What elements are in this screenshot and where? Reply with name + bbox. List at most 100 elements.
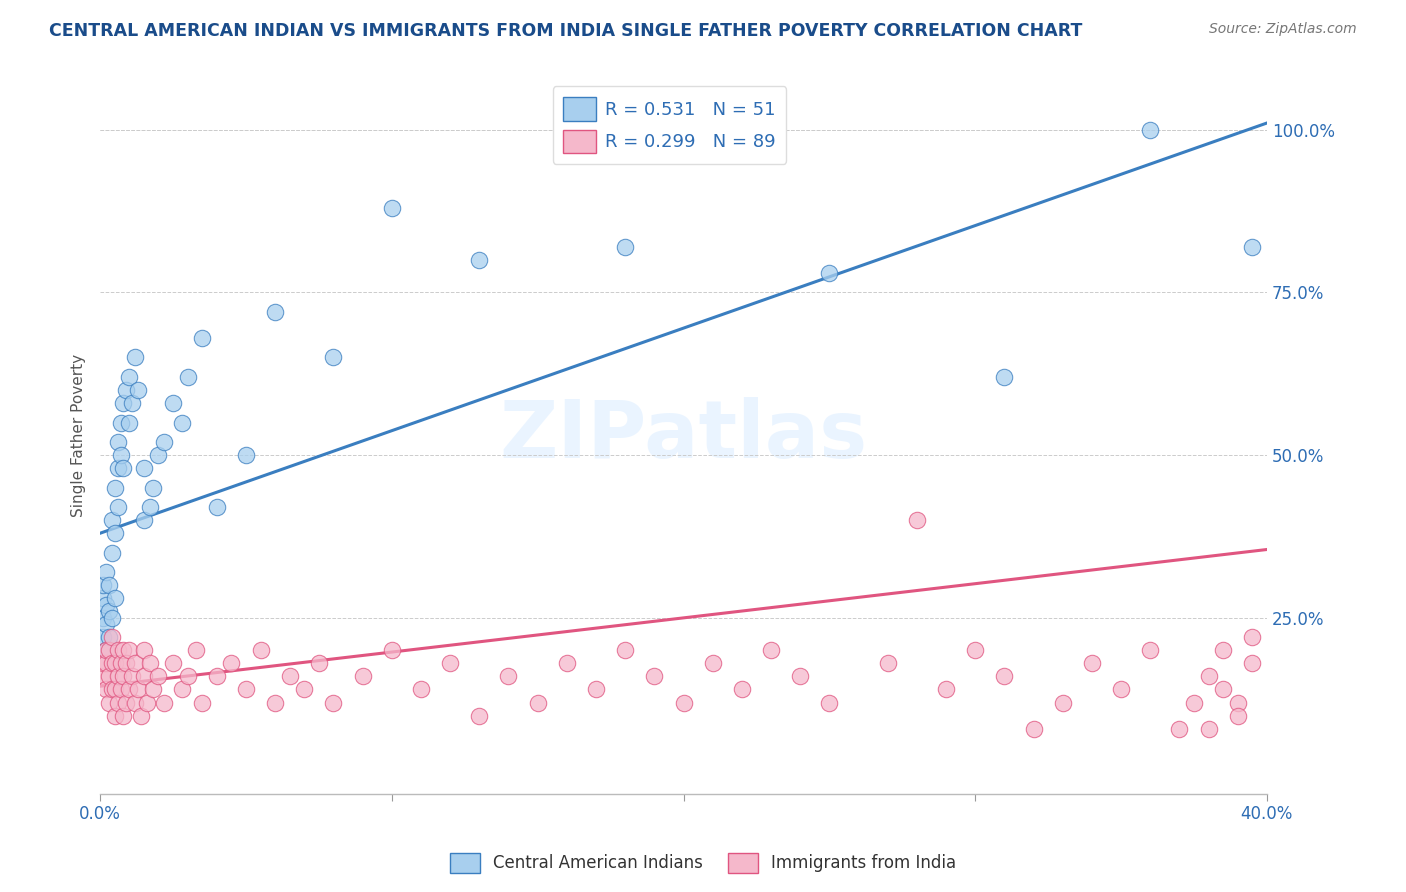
- Point: [110, 682, 132, 697]
- Point: [614, 643, 637, 657]
- Point: [585, 682, 607, 697]
- Point: [993, 370, 1015, 384]
- Point: [789, 669, 811, 683]
- Point: [1139, 643, 1161, 657]
- Point: [205, 500, 228, 515]
- Point: [91, 578, 114, 592]
- Point: [107, 500, 129, 515]
- Point: [132, 669, 155, 683]
- Point: [118, 682, 141, 697]
- Point: [264, 305, 287, 319]
- Point: [118, 370, 141, 384]
- Point: [205, 669, 228, 683]
- Point: [176, 669, 198, 683]
- Point: [104, 591, 127, 606]
- Point: [115, 383, 138, 397]
- Legend: Central American Indians, Immigrants from India: Central American Indians, Immigrants fro…: [443, 847, 963, 880]
- Point: [104, 526, 127, 541]
- Point: [104, 708, 127, 723]
- Point: [132, 513, 155, 527]
- Point: [112, 461, 135, 475]
- Point: [672, 696, 695, 710]
- Point: [107, 643, 129, 657]
- Point: [121, 669, 143, 683]
- Point: [1212, 682, 1234, 697]
- Point: [107, 696, 129, 710]
- Point: [101, 546, 124, 560]
- Point: [1081, 657, 1104, 671]
- Point: [409, 682, 432, 697]
- Point: [905, 513, 928, 527]
- Point: [468, 708, 491, 723]
- Point: [1139, 122, 1161, 136]
- Point: [176, 370, 198, 384]
- Point: [153, 435, 176, 450]
- Point: [186, 643, 208, 657]
- Point: [1052, 696, 1074, 710]
- Point: [91, 611, 114, 625]
- Point: [759, 643, 782, 657]
- Point: [702, 657, 724, 671]
- Point: [138, 500, 160, 515]
- Point: [142, 481, 165, 495]
- Point: [107, 435, 129, 450]
- Point: [94, 617, 117, 632]
- Point: [91, 631, 114, 645]
- Point: [1241, 240, 1264, 254]
- Point: [91, 669, 114, 683]
- Point: [818, 266, 841, 280]
- Point: [468, 252, 491, 267]
- Point: [97, 696, 120, 710]
- Point: [112, 708, 135, 723]
- Legend: R = 0.531   N = 51, R = 0.299   N = 89: R = 0.531 N = 51, R = 0.299 N = 89: [553, 87, 786, 163]
- Point: [993, 669, 1015, 683]
- Point: [97, 643, 120, 657]
- Point: [352, 669, 374, 683]
- Point: [110, 416, 132, 430]
- Point: [94, 643, 117, 657]
- Point: [127, 682, 149, 697]
- Point: [112, 669, 135, 683]
- Point: [101, 631, 124, 645]
- Point: [94, 657, 117, 671]
- Point: [643, 669, 665, 683]
- Point: [292, 682, 315, 697]
- Point: [124, 657, 146, 671]
- Point: [381, 201, 404, 215]
- Point: [124, 351, 146, 365]
- Point: [107, 669, 129, 683]
- Point: [91, 657, 114, 671]
- Point: [235, 448, 257, 462]
- Point: [221, 657, 243, 671]
- Point: [101, 513, 124, 527]
- Point: [1182, 696, 1205, 710]
- Point: [118, 416, 141, 430]
- Point: [235, 682, 257, 697]
- Point: [818, 696, 841, 710]
- Point: [1212, 643, 1234, 657]
- Point: [731, 682, 754, 697]
- Point: [142, 682, 165, 697]
- Point: [322, 351, 344, 365]
- Point: [1022, 722, 1045, 736]
- Point: [94, 598, 117, 612]
- Point: [526, 696, 548, 710]
- Point: [322, 696, 344, 710]
- Point: [112, 643, 135, 657]
- Point: [110, 448, 132, 462]
- Y-axis label: Single Father Poverty: Single Father Poverty: [72, 354, 86, 517]
- Point: [97, 631, 120, 645]
- Point: [148, 448, 170, 462]
- Point: [614, 240, 637, 254]
- Point: [91, 591, 114, 606]
- Point: [249, 643, 271, 657]
- Point: [191, 696, 214, 710]
- Point: [97, 578, 120, 592]
- Point: [1226, 708, 1249, 723]
- Point: [132, 461, 155, 475]
- Point: [1168, 722, 1191, 736]
- Point: [132, 643, 155, 657]
- Point: [264, 696, 287, 710]
- Point: [191, 331, 214, 345]
- Point: [1198, 669, 1220, 683]
